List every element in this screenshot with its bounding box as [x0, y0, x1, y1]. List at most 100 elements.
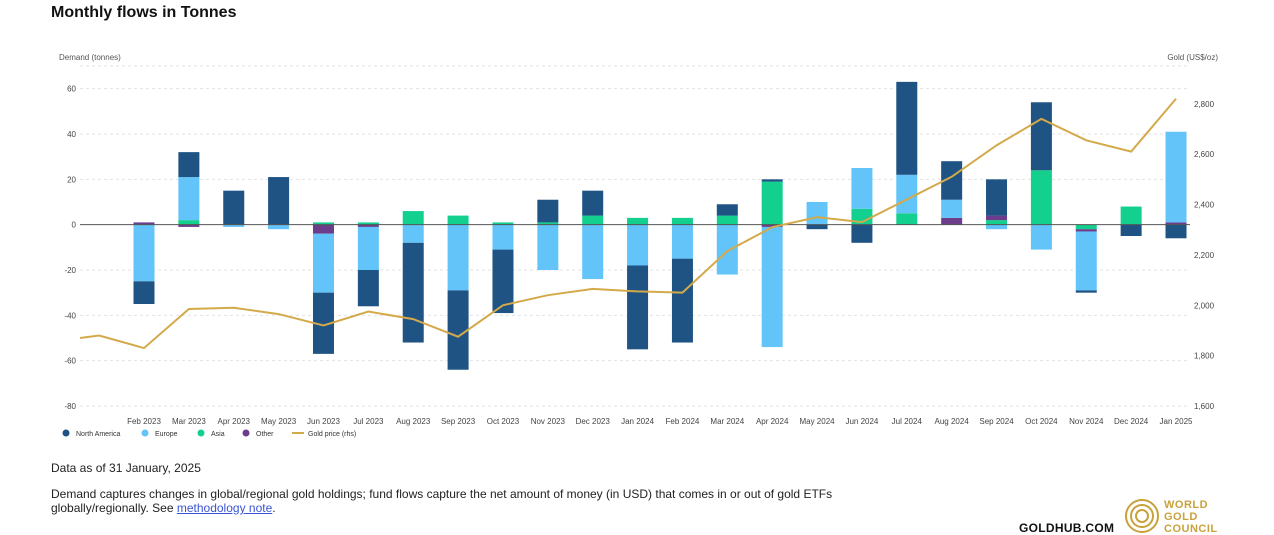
y-tick-label: -40	[64, 311, 76, 320]
x-axis-ticks: Feb 2023 Mar 2023 Apr 2023 May 2023 Jun 2023…	[127, 417, 1193, 426]
bar-europe	[447, 224, 469, 291]
bar-asia	[671, 217, 693, 225]
legend: North America Europe Asia Other Gold price (…	[62, 429, 356, 438]
bar-other	[357, 224, 379, 227]
bar-asia	[402, 211, 424, 225]
x-tick-label: May 2023	[261, 417, 297, 426]
bar-north-america	[1030, 102, 1052, 171]
x-tick-label: Oct 2024	[1025, 417, 1058, 426]
bar-north-america	[223, 190, 245, 225]
bar-europe	[312, 233, 334, 293]
bar-europe	[851, 168, 873, 209]
x-tick-label: Jun 2024	[845, 417, 878, 426]
y-axis-ticks: 60 40 20 0 -20 -40 -60 -80	[64, 85, 76, 411]
bar-other	[178, 224, 200, 227]
bar-north-america	[178, 152, 200, 178]
x-tick-label: Jan 2025	[1160, 417, 1193, 426]
x-tick-label: Jul 2023	[353, 417, 384, 426]
y-tick-label: -60	[64, 357, 76, 366]
bar-north-america	[268, 177, 290, 225]
y2-tick-label: 1,800	[1194, 352, 1215, 361]
bar-asia	[447, 215, 469, 225]
bar-north-america	[851, 224, 873, 243]
bar-north-america	[1165, 224, 1187, 239]
y2-tick-label: 1,600	[1194, 402, 1215, 411]
bar-europe	[806, 202, 828, 225]
y-tick-label: 0	[72, 221, 77, 230]
x-tick-label: Aug 2024	[935, 417, 970, 426]
bar-north-america	[671, 258, 693, 343]
y2-tick-label: 2,000	[1194, 301, 1215, 310]
bar-europe	[671, 224, 693, 259]
y-tick-label: -20	[64, 266, 76, 275]
x-tick-label: Jan 2024	[621, 417, 654, 426]
y2-tick-label: 2,800	[1194, 100, 1215, 109]
legend-swatch	[242, 429, 250, 437]
bar-north-america	[716, 204, 738, 216]
legend-label: North America	[76, 431, 120, 438]
x-tick-label: Sep 2024	[979, 417, 1014, 426]
x-tick-label: Apr 2023	[218, 417, 251, 426]
bar-asia	[896, 213, 918, 225]
bar-europe	[133, 224, 155, 282]
bar-europe	[761, 226, 783, 348]
bar-europe	[178, 177, 200, 221]
bar-asia	[1075, 224, 1097, 230]
bar-north-america	[133, 281, 155, 304]
bar-europe	[941, 199, 963, 218]
methodology-link[interactable]: methodology note	[176, 501, 273, 515]
bar-other	[1075, 229, 1097, 232]
data-as-of: Data as of 31 January, 2025	[51, 461, 201, 475]
bar-europe	[896, 174, 918, 214]
gold-price-line	[79, 98, 1177, 350]
y-axis-label: Demand (tonnes)	[59, 53, 121, 62]
legend-swatch	[62, 429, 70, 437]
logo-line2: GOLD	[1164, 511, 1198, 523]
y2-tick-label: 2,200	[1194, 251, 1215, 260]
y-tick-label: 60	[67, 85, 76, 94]
x-tick-label: Mar 2023	[172, 417, 206, 426]
bar-europe	[986, 224, 1008, 230]
bar-asia	[178, 220, 200, 225]
bar-europe	[492, 224, 514, 250]
y-tick-label: -80	[64, 402, 76, 411]
bar-north-america	[447, 290, 469, 370]
bar-north-america	[582, 190, 604, 216]
bar-asia	[492, 222, 514, 225]
bar-north-america	[986, 179, 1008, 216]
y2-axis-ticks: 2,800 2,600 2,400 2,200 2,000 1,800 1,600	[1194, 100, 1215, 411]
bar-europe	[537, 224, 559, 270]
bar-north-america	[761, 179, 783, 182]
bar-north-america	[806, 224, 828, 230]
wgc-logo-text: WORLD GOLD COUNCIL	[1164, 499, 1218, 535]
bar-asia	[1030, 170, 1052, 225]
x-tick-label: Mar 2024	[710, 417, 744, 426]
chart-title: Monthly flows in Tonnes	[51, 4, 237, 21]
x-tick-label: Jun 2023	[307, 417, 340, 426]
bar-europe	[1075, 231, 1097, 291]
bar-north-america	[357, 270, 379, 307]
x-tick-label: Feb 2024	[666, 417, 700, 426]
bar-asia	[582, 215, 604, 225]
x-tick-label: Dec 2024	[1114, 417, 1149, 426]
bar-other	[133, 222, 155, 225]
bar-asia	[537, 222, 559, 225]
bar-north-america	[402, 242, 424, 343]
bar-other	[761, 224, 783, 227]
bar-europe	[268, 224, 290, 230]
x-tick-label: Nov 2023	[531, 417, 566, 426]
bar-north-america	[627, 265, 649, 350]
legend-label: Asia	[211, 431, 225, 438]
goldhub-link[interactable]: GOLDHUB.COM	[1019, 521, 1115, 535]
methodology-note: Demand captures changes in global/region…	[51, 487, 881, 515]
x-tick-label: Dec 2023	[576, 417, 611, 426]
bar-asia	[716, 215, 738, 225]
bar-europe	[223, 224, 245, 227]
bar-north-america	[1075, 290, 1097, 293]
legend-label: Other	[256, 431, 274, 438]
y2-tick-label: 2,400	[1194, 201, 1215, 210]
bar-asia	[1120, 206, 1142, 225]
bar-north-america	[492, 249, 514, 314]
bar-north-america	[896, 81, 918, 175]
logo-line1: WORLD	[1164, 499, 1209, 511]
